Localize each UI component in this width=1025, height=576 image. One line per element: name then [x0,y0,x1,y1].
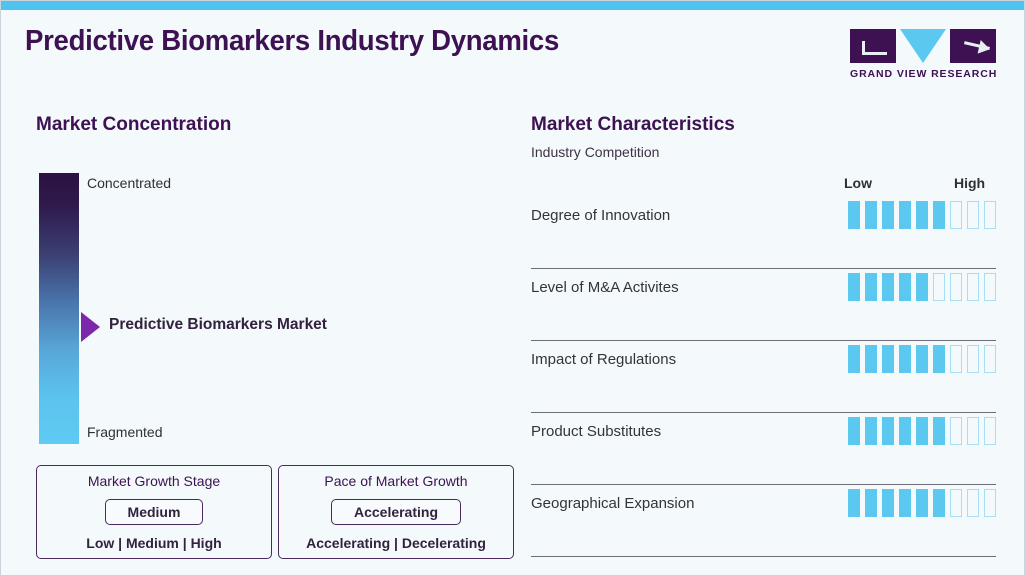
characteristic-rating-bars [848,201,996,229]
rating-tick-filled [916,489,928,517]
characteristic-row: Impact of Regulations [531,341,996,413]
scale-label-concentrated: Concentrated [87,175,172,191]
growth-stage-value: Medium [104,499,204,525]
market-characteristics-panel: Market Characteristics Industry Competit… [513,1,1024,575]
rating-tick-filled [882,345,894,373]
rating-tick-empty [967,417,979,445]
characteristic-label: Degree of Innovation [531,207,671,224]
market-concentration-panel: Market Concentration Concentrated Fragme… [1,1,514,575]
logo-g-block-icon [850,29,896,63]
rating-tick-filled [916,345,928,373]
characteristic-label: Impact of Regulations [531,351,677,368]
growth-pace-options: Accelerating | Decelerating [306,535,486,551]
logo-arrow-block-icon [950,29,996,63]
rating-tick-filled [882,201,894,229]
rating-tick-filled [899,345,911,373]
rating-tick-empty [984,201,996,229]
rating-tick-empty [950,345,962,373]
row-divider [531,484,996,485]
rating-tick-empty [950,273,962,301]
rating-tick-filled [916,273,928,301]
rating-tick-empty [967,345,979,373]
rating-tick-empty [967,201,979,229]
rating-tick-filled [848,417,860,445]
characteristic-rating-bars [848,417,996,445]
row-divider [531,268,996,269]
growth-stage-options: Low | Medium | High [86,535,222,551]
rating-tick-empty [950,417,962,445]
top-accent-bar [1,1,1024,10]
rating-tick-filled [882,273,894,301]
rating-tick-empty [950,489,962,517]
characteristic-label: Geographical Expansion [531,495,695,512]
rating-tick-filled [882,489,894,517]
growth-pace-heading: Pace of Market Growth [324,473,468,489]
market-concentration-title: Market Concentration [36,114,232,135]
rating-tick-filled [933,489,945,517]
rating-tick-empty [984,489,996,517]
market-growth-stage-card: Market Growth Stage Medium Low | Medium … [36,465,272,559]
characteristic-rating-bars [848,489,996,517]
rating-tick-filled [933,345,945,373]
rating-tick-empty [984,273,996,301]
logo-text: GRAND VIEW RESEARCH [850,68,998,80]
rating-tick-empty [967,273,979,301]
logo-triangle-icon [900,29,946,63]
market-characteristics-title: Market Characteristics [531,114,735,135]
market-growth-pace-card: Pace of Market Growth Accelerating Accel… [278,465,514,559]
market-position-label: Predictive Biomarkers Market [109,316,327,334]
row-divider [531,340,996,341]
rating-tick-filled [933,201,945,229]
page-title: Predictive Biomarkers Industry Dynamics [25,25,560,57]
rating-tick-empty [967,489,979,517]
rating-tick-empty [950,201,962,229]
characteristic-row: Geographical Expansion [531,485,996,557]
rating-tick-filled [899,273,911,301]
market-characteristics-subtitle: Industry Competition [531,144,660,160]
logo-marks [850,29,996,63]
scale-label-high: High [954,175,986,191]
company-logo: GRAND VIEW RESEARCH [850,29,996,80]
rating-tick-filled [899,201,911,229]
rating-tick-empty [933,273,945,301]
characteristic-row: Degree of Innovation [531,197,996,269]
characteristic-row: Level of M&A Activites [531,269,996,341]
characteristic-rating-bars [848,273,996,301]
growth-pace-value: Accelerating [330,499,462,525]
row-divider [531,412,996,413]
rating-tick-filled [848,345,860,373]
rating-tick-empty [984,345,996,373]
rating-tick-filled [916,201,928,229]
rating-tick-filled [865,345,877,373]
rating-tick-filled [865,417,877,445]
rating-tick-empty [984,417,996,445]
rating-tick-filled [848,201,860,229]
concentration-gradient-scale [39,173,79,444]
characteristic-row: Product Substitutes [531,413,996,485]
rating-tick-filled [865,273,877,301]
rating-tick-filled [865,489,877,517]
scale-label-low: Low [844,175,872,191]
characteristic-label: Product Substitutes [531,423,662,440]
rating-tick-filled [899,489,911,517]
rating-tick-filled [899,417,911,445]
row-divider [531,556,996,557]
rating-tick-filled [865,201,877,229]
rating-tick-filled [882,417,894,445]
rating-tick-filled [848,273,860,301]
characteristic-rating-bars [848,345,996,373]
scale-label-fragmented: Fragmented [87,424,163,440]
market-position-marker-icon [81,312,100,343]
characteristic-label: Level of M&A Activites [531,279,679,296]
growth-stage-heading: Market Growth Stage [87,473,221,489]
rating-tick-filled [916,417,928,445]
rating-tick-filled [933,417,945,445]
rating-tick-filled [848,489,860,517]
